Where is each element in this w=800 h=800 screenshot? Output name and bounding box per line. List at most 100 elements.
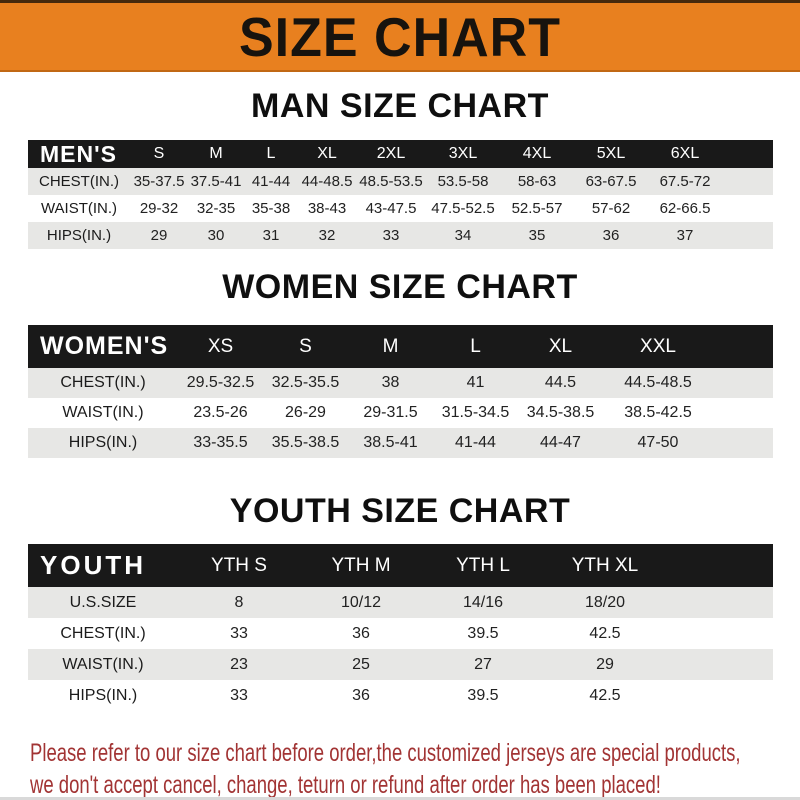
value-cell: 57-62 bbox=[574, 195, 648, 222]
value-cell: 26-29 bbox=[263, 398, 348, 428]
value-cell: 38 bbox=[348, 368, 433, 398]
bottom-edge-divider bbox=[0, 797, 800, 800]
value-cell: 34 bbox=[426, 222, 500, 249]
filler-cell bbox=[713, 368, 773, 398]
womens-hips-row: HIPS(IN.) 33-35.5 35.5-38.5 38.5-41 41-4… bbox=[28, 428, 773, 458]
disclaimer-line-1: Please refer to our size chart before or… bbox=[30, 739, 741, 767]
youth-section-title: YOUTH SIZE CHART bbox=[229, 492, 571, 530]
value-cell: 32.5-35.5 bbox=[263, 368, 348, 398]
women-section-title: WOMEN SIZE CHART bbox=[222, 268, 578, 306]
filler-cell bbox=[666, 649, 773, 680]
mens-col-header: M bbox=[188, 140, 244, 168]
value-cell: 44.5-48.5 bbox=[603, 368, 713, 398]
value-cell: 41 bbox=[433, 368, 518, 398]
value-cell: 38.5-42.5 bbox=[603, 398, 713, 428]
filler-cell bbox=[713, 428, 773, 458]
row-label: CHEST(IN.) bbox=[28, 368, 178, 398]
banner-title: SIZE CHART bbox=[239, 7, 561, 68]
value-cell: 36 bbox=[300, 618, 422, 649]
value-cell: 33-35.5 bbox=[178, 428, 263, 458]
value-cell: 29.5-32.5 bbox=[178, 368, 263, 398]
value-cell: 27 bbox=[422, 649, 544, 680]
womens-size-table: WOMEN'S XS S M L XL XXL CHEST(IN.) 29.5-… bbox=[28, 325, 773, 458]
value-cell: 33 bbox=[356, 222, 426, 249]
value-cell: 47.5-52.5 bbox=[426, 195, 500, 222]
youth-waist-row: WAIST(IN.) 23 25 27 29 bbox=[28, 649, 773, 680]
youth-chest-row: CHEST(IN.) 33 36 39.5 42.5 bbox=[28, 618, 773, 649]
value-cell: 48.5-53.5 bbox=[356, 168, 426, 195]
youth-header-label: YOUTH bbox=[28, 544, 178, 587]
value-cell: 58-63 bbox=[500, 168, 574, 195]
mens-col-header: L bbox=[244, 140, 298, 168]
youth-ussize-row: U.S.SIZE 8 10/12 14/16 18/20 bbox=[28, 587, 773, 618]
mens-chest-row: CHEST(IN.) 35-37.5 37.5-41 41-44 44-48.5… bbox=[28, 168, 773, 195]
value-cell: 44-48.5 bbox=[298, 168, 356, 195]
row-label: HIPS(IN.) bbox=[28, 428, 178, 458]
mens-header-label: MEN'S bbox=[28, 140, 130, 168]
filler-cell bbox=[713, 398, 773, 428]
youth-size-table: YOUTH YTH S YTH M YTH L YTH XL U.S.SIZE … bbox=[28, 544, 773, 711]
mens-header-row: MEN'S S M L XL 2XL 3XL 4XL 5XL 6XL bbox=[28, 140, 773, 168]
value-cell: 35 bbox=[500, 222, 574, 249]
value-cell: 23 bbox=[178, 649, 300, 680]
womens-header-label: WOMEN'S bbox=[28, 325, 178, 368]
value-cell: 8 bbox=[178, 587, 300, 618]
value-cell: 53.5-58 bbox=[426, 168, 500, 195]
value-cell: 37.5-41 bbox=[188, 168, 244, 195]
value-cell: 39.5 bbox=[422, 680, 544, 711]
value-cell: 33 bbox=[178, 680, 300, 711]
row-label: CHEST(IN.) bbox=[28, 168, 130, 195]
value-cell: 39.5 bbox=[422, 618, 544, 649]
value-cell: 38.5-41 bbox=[348, 428, 433, 458]
row-label: U.S.SIZE bbox=[28, 587, 178, 618]
mens-col-header: 2XL bbox=[356, 140, 426, 168]
value-cell: 29-31.5 bbox=[348, 398, 433, 428]
size-chart-banner: SIZE CHART bbox=[0, 0, 800, 72]
value-cell: 32 bbox=[298, 222, 356, 249]
womens-waist-row: WAIST(IN.) 23.5-26 26-29 29-31.5 31.5-34… bbox=[28, 398, 773, 428]
value-cell: 35-38 bbox=[244, 195, 298, 222]
value-cell: 42.5 bbox=[544, 680, 666, 711]
mens-col-header: 6XL bbox=[648, 140, 722, 168]
youth-col-header: YTH M bbox=[300, 544, 422, 587]
filler-cell bbox=[666, 680, 773, 711]
womens-col-header: XXL bbox=[603, 325, 713, 368]
value-cell: 43-47.5 bbox=[356, 195, 426, 222]
value-cell: 35.5-38.5 bbox=[263, 428, 348, 458]
womens-col-header: XS bbox=[178, 325, 263, 368]
value-cell: 29 bbox=[130, 222, 188, 249]
value-cell: 31 bbox=[244, 222, 298, 249]
mens-waist-row: WAIST(IN.) 29-32 32-35 35-38 38-43 43-47… bbox=[28, 195, 773, 222]
womens-header-filler bbox=[713, 325, 773, 368]
womens-chest-row: CHEST(IN.) 29.5-32.5 32.5-35.5 38 41 44.… bbox=[28, 368, 773, 398]
value-cell: 36 bbox=[574, 222, 648, 249]
value-cell: 29 bbox=[544, 649, 666, 680]
value-cell: 37 bbox=[648, 222, 722, 249]
womens-col-header: S bbox=[263, 325, 348, 368]
value-cell: 42.5 bbox=[544, 618, 666, 649]
value-cell: 62-66.5 bbox=[648, 195, 722, 222]
value-cell: 14/16 bbox=[422, 587, 544, 618]
mens-size-table: MEN'S S M L XL 2XL 3XL 4XL 5XL 6XL CHEST… bbox=[28, 140, 773, 249]
value-cell: 31.5-34.5 bbox=[433, 398, 518, 428]
row-label: CHEST(IN.) bbox=[28, 618, 178, 649]
mens-col-header: 3XL bbox=[426, 140, 500, 168]
value-cell: 36 bbox=[300, 680, 422, 711]
value-cell: 44.5 bbox=[518, 368, 603, 398]
row-label: WAIST(IN.) bbox=[28, 195, 130, 222]
mens-hips-row: HIPS(IN.) 29 30 31 32 33 34 35 36 37 bbox=[28, 222, 773, 249]
value-cell: 10/12 bbox=[300, 587, 422, 618]
youth-header-row: YOUTH YTH S YTH M YTH L YTH XL bbox=[28, 544, 773, 587]
row-label: HIPS(IN.) bbox=[28, 680, 178, 711]
mens-col-header: XL bbox=[298, 140, 356, 168]
value-cell: 38-43 bbox=[298, 195, 356, 222]
womens-col-header: L bbox=[433, 325, 518, 368]
youth-col-header: YTH S bbox=[178, 544, 300, 587]
disclaimer-line-2: we don't accept cancel, change, teturn o… bbox=[30, 771, 661, 799]
value-cell: 47-50 bbox=[603, 428, 713, 458]
filler-cell bbox=[666, 587, 773, 618]
value-cell: 67.5-72 bbox=[648, 168, 722, 195]
row-label: WAIST(IN.) bbox=[28, 398, 178, 428]
filler-cell bbox=[722, 195, 773, 222]
